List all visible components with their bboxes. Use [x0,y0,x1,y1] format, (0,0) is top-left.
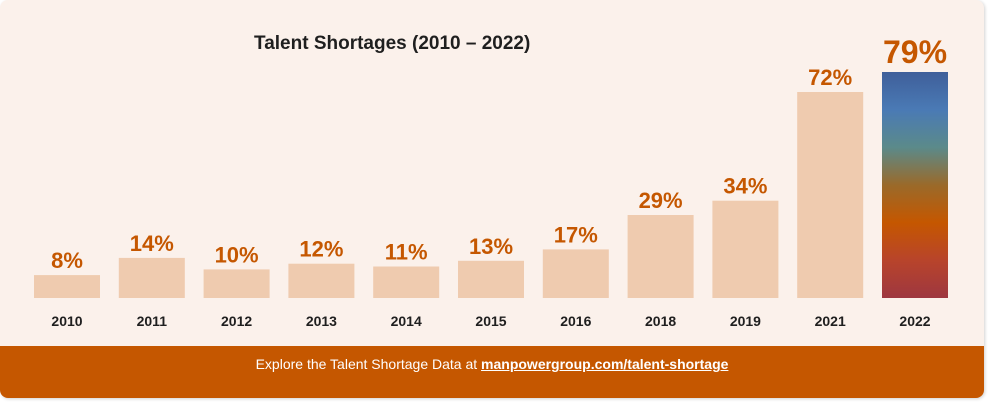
bar-2022 [882,72,948,298]
x-tick-label-2018: 2018 [645,313,676,329]
footer-text: Explore the Talent Shortage Data at manp… [0,356,984,372]
x-tick-label-2019: 2019 [730,313,761,329]
x-tick-label-2016: 2016 [560,313,591,329]
bar-2019 [712,200,779,298]
bar-chart: 8%14% 10% 12% 11% 13% 17%29%34%72%79% 2010 201… [34,34,948,329]
bar-2012 [203,269,270,298]
value-labels-group: 8% 14% 10% 12% 11% 13% 17% 29% 34% 72% 79% [51,34,947,273]
x-tick-label-2014: 2014 [391,313,422,329]
bar-2011 [118,257,185,298]
value-label-2022: 79% [883,34,947,70]
x-tick-label-2021: 2021 [815,313,846,329]
value-label-2012: 10% [215,242,259,267]
x-tick-label-2015: 2015 [475,313,506,329]
x-tick-label-2022: 2022 [899,313,930,329]
x-tick-label-2011: 2011 [137,313,168,329]
bar-2010 [34,275,100,298]
footer-prompt: Explore the Talent Shortage Data at [255,356,482,372]
value-label-2013: 12% [299,237,343,262]
value-label-2016: 17% [554,222,598,247]
bar-2013 [288,263,355,298]
talent-shortage-link[interactable]: manpowergroup.com/talent-shortage [481,356,729,372]
bars-group [34,72,948,298]
value-label-2015: 13% [469,234,513,259]
x-tick-label-2013: 2013 [306,313,337,329]
bar-2015 [458,260,524,298]
footer-banner: Explore the Talent Shortage Data at manp… [0,346,984,398]
x-tick-label-2012: 2012 [221,313,252,329]
bar-2016 [542,249,609,298]
x-tick-label-2010: 2010 [51,313,82,329]
bar-2014 [373,266,440,298]
bar-2018 [627,215,694,298]
bar-2021 [797,92,864,298]
x-tick-labels-group: 2010 2011 2012 2013 2014 2015 2016 2018 2019 2021… [51,313,930,329]
value-label-2019: 34% [723,174,767,199]
value-label-2018: 29% [639,188,683,213]
chart-title: Talent Shortages (2010 – 2022) [254,33,531,54]
value-label-2011: 14% [130,231,174,256]
value-label-2014: 11% [385,240,428,265]
value-label-2021: 72% [808,65,852,90]
value-label-2010: 8% [51,248,83,273]
